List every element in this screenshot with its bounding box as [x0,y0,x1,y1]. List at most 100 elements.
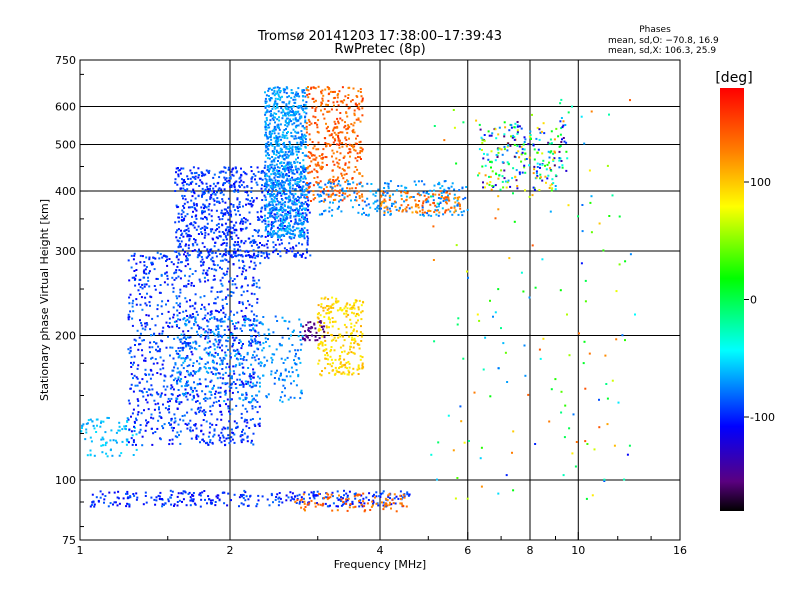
data-point [547,174,550,177]
data-point [237,358,240,361]
data-point [191,273,194,275]
data-point [273,150,275,153]
data-point [264,207,267,209]
data-point [209,310,212,313]
data-point [242,290,245,293]
data-point [276,166,279,169]
data-point [309,171,312,174]
data-point [389,213,392,216]
data-point [270,373,273,376]
data-point [224,313,227,316]
data-point [254,425,257,427]
data-point [357,343,360,346]
data-point [302,252,305,255]
data-point [274,116,276,119]
data-point [227,492,230,495]
data-point [178,394,181,397]
data-point [299,253,302,256]
data-point [301,133,303,136]
data-point [262,170,264,173]
data-point [204,188,207,191]
data-point [264,222,267,225]
data-point [216,191,218,194]
data-point [117,429,120,432]
data-point [216,494,219,497]
data-point [276,193,279,196]
data-point [217,372,220,375]
data-point [177,389,180,391]
data-point [145,256,148,259]
data-point [110,429,113,432]
data-point [338,146,341,149]
data-point [290,108,293,110]
data-point [330,358,333,361]
data-point [345,498,348,501]
data-point [316,176,319,179]
data-point [198,327,201,330]
data-point [300,144,303,147]
data-point [291,147,294,150]
data-point [400,191,403,194]
data-point [216,346,219,349]
data-point [152,417,155,420]
data-point [230,235,233,238]
data-point [227,197,230,200]
data-point [288,180,291,183]
data-point [184,181,186,183]
data-point [289,142,291,145]
data-point [328,130,331,132]
data-point [189,169,192,172]
data-point [306,503,309,506]
data-point [307,205,309,208]
data-point [188,239,191,242]
data-point [220,418,223,421]
data-point [298,186,300,189]
data-point [410,196,413,198]
data-point [197,435,200,438]
data-point [361,356,364,359]
data-point [284,174,287,177]
data-point [203,276,206,279]
data-point [298,105,301,107]
data-point [198,278,201,281]
data-point [151,388,154,391]
data-point [217,333,220,336]
data-point [230,375,233,378]
data-point [300,343,303,346]
data-point [286,112,289,115]
data-point [533,148,536,151]
data-point [286,174,289,177]
data-point [327,358,330,361]
data-point [310,122,313,125]
data-point [299,339,302,341]
data-point [180,401,183,404]
data-point [400,198,403,201]
data-point [230,231,233,234]
data-point [245,391,248,394]
data-point [237,321,240,324]
data-point [251,395,254,398]
data-point [287,398,290,401]
data-point [182,211,185,214]
data-point [355,196,357,199]
data-point [304,104,307,107]
data-point [153,399,156,402]
data-point [150,263,153,266]
data-point [204,399,207,402]
data-point [338,166,341,169]
data-point [192,224,195,227]
data-point [263,189,266,192]
data-point [276,172,279,175]
data-point [330,108,333,111]
data-point [327,305,330,307]
data-point [309,254,312,257]
data-point [230,170,233,173]
data-point [305,218,308,221]
data-point [297,178,300,180]
data-point [290,496,293,499]
data-point [179,305,181,308]
data-point [358,141,361,144]
data-point [180,333,183,336]
data-point [349,503,352,506]
data-point [432,199,435,202]
